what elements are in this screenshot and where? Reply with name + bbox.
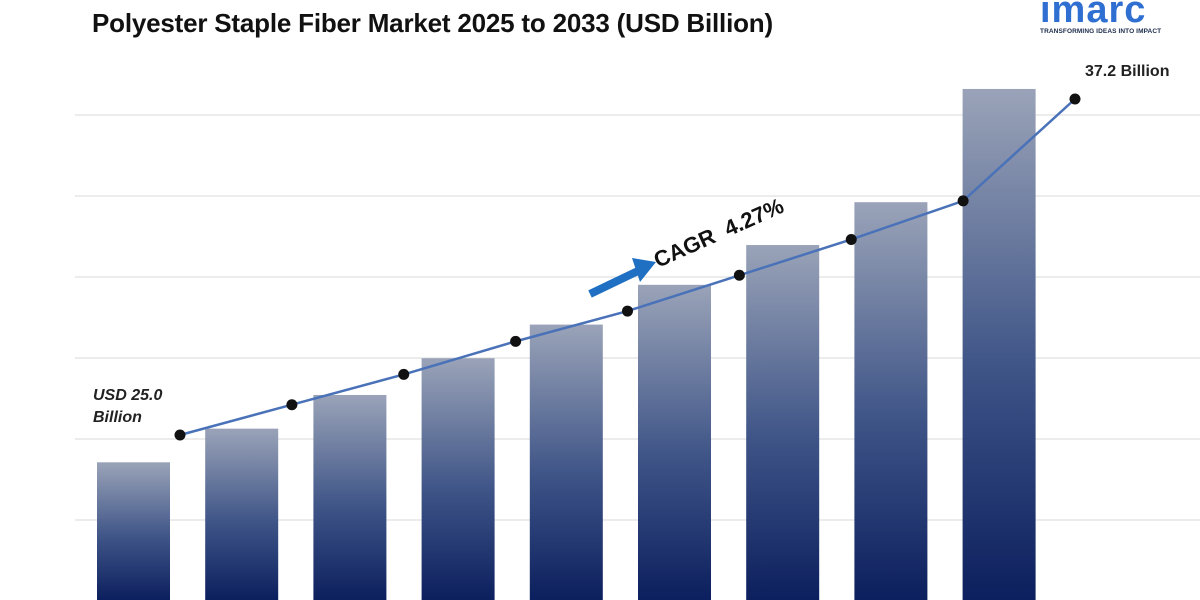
imarc-logo: imarc TRANSFORMING IDEAS INTO IMPACT (1040, 0, 1190, 42)
logo-tagline: TRANSFORMING IDEAS INTO IMPACT (1040, 28, 1162, 35)
trend-line (179, 98, 1076, 437)
bar-2032 (854, 202, 928, 600)
bar-2033 (962, 88, 1036, 600)
cagr-arrow-head (632, 258, 656, 282)
bar-2026 (205, 428, 279, 600)
trend-point-2030 (733, 269, 745, 281)
trend-point-2032 (957, 195, 969, 207)
bar-2025 (97, 462, 170, 600)
trend-point-2028 (510, 335, 522, 347)
end-value-label: 37.2 Billion (1085, 63, 1170, 80)
trend-point-2025 (174, 429, 186, 441)
bar-2028 (421, 358, 495, 600)
bar-2030 (638, 284, 711, 600)
trend-point-2033 (1069, 93, 1081, 105)
trend-point-2031 (845, 233, 857, 245)
bar-2031 (746, 245, 820, 600)
trend-point-2029 (622, 305, 633, 317)
trend-point-2026 (286, 399, 298, 411)
bar-series (97, 88, 1036, 600)
trend-line-series (174, 93, 1081, 441)
bar-2029 (529, 324, 603, 600)
trend-point-2027 (398, 368, 410, 380)
chart-title: Polyester Staple Fiber Market 2025 to 20… (92, 8, 773, 38)
cagr-arrow-shaft (588, 266, 642, 298)
start-value-label: USD 25.0 Billion (93, 387, 163, 426)
bar-2027 (313, 394, 387, 600)
logo-wordmark: imarc (1040, 0, 1147, 31)
